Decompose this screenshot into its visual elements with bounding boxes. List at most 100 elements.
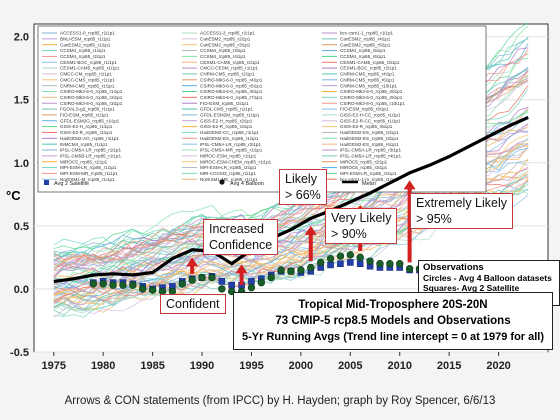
balloon-point	[356, 253, 364, 262]
legend-entry: MIROC-ESM_rcp85_r1i1p1	[200, 153, 257, 158]
legend-entry: CNRM-CM5_rcp85_r2i1p1	[200, 72, 255, 77]
footer-credit: Arrows & CON statements (from IPCC) by H…	[64, 395, 496, 407]
confidence-arrow-head	[186, 257, 199, 267]
annotation-extremely-likely: Extremely Likely > 95%	[410, 193, 513, 229]
balloon-point	[99, 280, 107, 288]
legend-entry: GFDL-ESM2G_rcp85_r1i1p1	[60, 118, 120, 123]
x-tick-label: 2010	[387, 360, 411, 372]
legend-entry: IPSL-CM5A-LR_rcp85_r4i1p1	[340, 153, 401, 158]
balloon-point	[336, 252, 345, 260]
annotation-increased-line-1: Increased	[209, 222, 264, 236]
legend-entry: IPSL-CM5A-LR_rcp85_r3i1p1	[340, 148, 401, 153]
x-tick-label: 1985	[140, 360, 164, 372]
legend-entry: CNRM-CM5_rcp85_r10i1p1	[340, 83, 397, 88]
balloon-point	[307, 263, 315, 272]
observations-title: Observations	[423, 262, 484, 273]
balloon-point	[346, 251, 355, 259]
legend-entry: CESM1-BGC_rcp85_r1i1p1	[60, 60, 117, 65]
legend-entry: HadGEM2-ES_rcp85_r4i1p1	[340, 142, 399, 147]
legend-entry: MIROC5_rcp85_r2i1p1	[340, 159, 388, 164]
balloon-point	[198, 273, 206, 282]
annotation-very-likely-line-1: Very Likely	[331, 211, 392, 225]
title-line-2: 73 CMIP-5 rcp8.5 Models and Observations	[275, 315, 511, 327]
annotation-likely-line-2: > 66%	[285, 188, 321, 202]
legend-entry: CESM1-CAM5_rcp85_r2i1p1	[200, 60, 260, 65]
legend-entry: HadGEM2-ES_rcp85_r1i1p1	[200, 136, 259, 141]
satellite-point	[218, 278, 226, 285]
legend-entry: BNU-ESM_rcp85_r1i1p1	[60, 36, 111, 41]
x-tick-label: 1995	[239, 360, 263, 372]
legend-entry: CSIRO-Mk3-6-0_rcp85_r5i1p1	[200, 83, 263, 88]
satellite-point	[347, 259, 354, 266]
balloon-point	[188, 276, 196, 284]
x-tick-label: 2000	[289, 360, 313, 372]
x-tick-label: 2005	[338, 360, 362, 372]
legend-balloon-label: Avg 4 Balloon	[230, 181, 264, 187]
legend-entry: GISS-E2-H_rcp85_r2i1p1	[200, 118, 253, 123]
annotation-confident-text: Confident	[166, 297, 220, 311]
balloon-point	[89, 280, 98, 288]
annotation-likely: Likely > 66%	[279, 169, 327, 205]
legend-entry: IPSL-CM5A-LR_rcp85_r2i1p1	[200, 142, 261, 147]
legend-entry: CCSM4_rcp85_r6i1p1	[340, 54, 386, 59]
legend-entry: FIO-ESM_rcp85_r3i1p1	[340, 107, 389, 112]
y-tick-label: 0.5	[14, 221, 29, 233]
legend-entry: CCSM4_rcp85_r2i1p1	[60, 54, 106, 59]
balloon-point	[208, 273, 216, 282]
legend-entry: MIROC5_rcp85_r3i1p1	[340, 165, 388, 170]
legend-entry: GISS-E2-R_rcp85_r1i1p1	[60, 130, 113, 135]
y-tick-label: 1.0	[14, 158, 29, 170]
legend-box	[37, 25, 487, 193]
legend-entry: NorESM1-ME_rcp85_r1i1p1	[200, 177, 258, 182]
x-tick-label: 1975	[42, 360, 66, 372]
annotation-increased-confidence: Increased Confidence	[203, 219, 279, 255]
legend-entry: CNRM-CM5_rcp85_r4i1p1	[340, 72, 395, 77]
confidence-arrow-head	[304, 225, 317, 235]
y-tick-label: 1.5	[14, 95, 29, 107]
legend-entry: CSIRO-Mk3-6-0_rcp85_r9i1p1	[340, 95, 403, 100]
satellite-point	[228, 281, 235, 289]
legend-entry: CCSM4_rcp85_r3i1p1	[200, 48, 246, 53]
balloon-point	[297, 266, 305, 274]
balloon-point	[386, 259, 394, 268]
legend-entry: CSIRO-Mk3-6-0_rcp85_r1i1p1	[60, 89, 123, 94]
legend-entry: HadGEM2-AO_rcp85_r1i1p1	[60, 136, 119, 141]
legend-entry: CMCC-CM_rcp85_r1i1p1	[60, 72, 112, 77]
legend-entry: CanESM2_rcp85_r5i1p1	[340, 42, 391, 47]
legend-entry: CNRM-CM5_rcp85_r1i1p1	[60, 83, 115, 88]
annotation-very-likely-line-2: > 90%	[331, 227, 367, 241]
title-box: Tropical Mid-Troposphere 20S-20N 73 CMIP…	[233, 292, 553, 350]
legend-entry: CSIRO-Mk3-6-0_rcp85_r7i1p1	[200, 95, 263, 100]
x-tick-label: 2020	[486, 360, 510, 372]
legend-entry: CESM1-BGC_rcp85_r2i1p1	[340, 66, 397, 71]
balloon-point	[148, 286, 157, 294]
title-line-1: Tropical Mid-Troposphere 20S-20N	[298, 299, 488, 311]
legend-entry: HadGEM2-ES_rcp85_r3i1p1	[340, 136, 399, 141]
balloon-point	[316, 258, 325, 267]
legend-entry: MIROC5_rcp85_r1i1p1	[60, 159, 108, 164]
balloon-point	[119, 281, 127, 289]
legend-entry: INMCM4_rcp85_r1i1p1	[60, 142, 108, 147]
satellite-point	[356, 260, 364, 267]
title-line-3: 5-Yr Running Avgs (Trend line intercept …	[241, 331, 545, 343]
legend-entry: CMCC-CMS_rcp85_r1i1p1	[60, 77, 115, 82]
balloon-point	[129, 281, 137, 289]
balloon-point	[396, 259, 404, 268]
legend-entry: FGOALS-g2_rcp85_r1i1p1	[60, 107, 115, 112]
legend-entry: CanESM2_rcp85_r4i1p1	[340, 36, 391, 41]
annotation-extremely-likely-line-2: > 95%	[416, 212, 452, 226]
legend-entry: CNRM-CM5_rcp85_r6i1p1	[340, 77, 395, 82]
confidence-arrow-head	[403, 180, 416, 190]
balloon-point	[257, 278, 266, 287]
legend-entry: GFDL-CM3_rcp85_r1i1p1	[200, 107, 253, 112]
satellite-point	[337, 260, 344, 267]
legend-entry: GISS-E2-H_rcp85_r1i1p1	[60, 124, 113, 129]
legend-entry: FIO-ESM_rcp85_r2i1p1	[200, 101, 249, 106]
balloon-point	[287, 267, 295, 275]
legend-entry: CSIRO-Mk3-6-0_rcp85_r3i1p1	[60, 101, 123, 106]
annotation-increased-line-2: Confidence	[209, 238, 273, 252]
legend-satellite-marker	[44, 180, 49, 185]
legend-entry: IPSL-CM5B-LR_rcp85_r1i1p1	[60, 153, 121, 158]
y-tick-label: 0.0	[14, 284, 29, 296]
